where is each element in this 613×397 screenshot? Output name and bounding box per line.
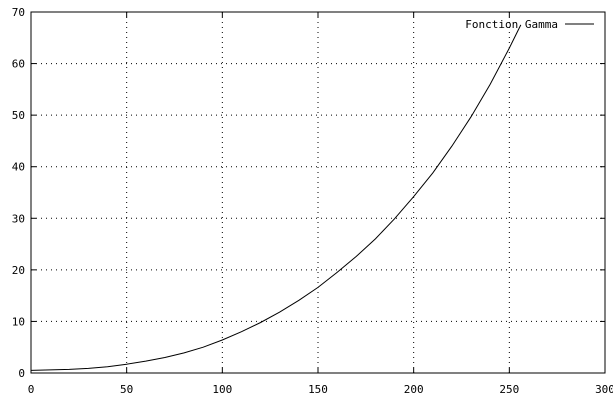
- y-tick-label: 40: [12, 161, 25, 174]
- y-tick-label: 50: [12, 109, 25, 122]
- y-tick-label: 20: [12, 264, 25, 277]
- x-tick-label: 100: [212, 383, 232, 396]
- y-tick-label: 10: [12, 315, 25, 328]
- x-tick-label: 150: [308, 383, 328, 396]
- y-tick-label: 70: [12, 6, 25, 19]
- legend-label-fonction-gamma: Fonction Gamma: [465, 18, 558, 31]
- series-line-fonction-gamma: [30, 24, 522, 371]
- x-tick-label: 300: [595, 383, 613, 396]
- x-tick-label: 250: [499, 383, 519, 396]
- x-tick-label: 50: [120, 383, 133, 396]
- axis-ticks: [30, 11, 606, 374]
- x-tick-label: 0: [28, 383, 35, 396]
- grid: [31, 12, 605, 373]
- y-tick-label: 60: [12, 58, 25, 71]
- y-tick-label: 30: [12, 212, 25, 225]
- tick-labels: 0 50 100 150 200 250 300 0 10 20 30 40 50 60 70: [12, 6, 613, 396]
- x-tick-label: 200: [404, 383, 424, 396]
- series-layer: [30, 24, 522, 371]
- y-tick-label: 0: [18, 367, 25, 380]
- legend: Fonction Gamma: [465, 18, 594, 31]
